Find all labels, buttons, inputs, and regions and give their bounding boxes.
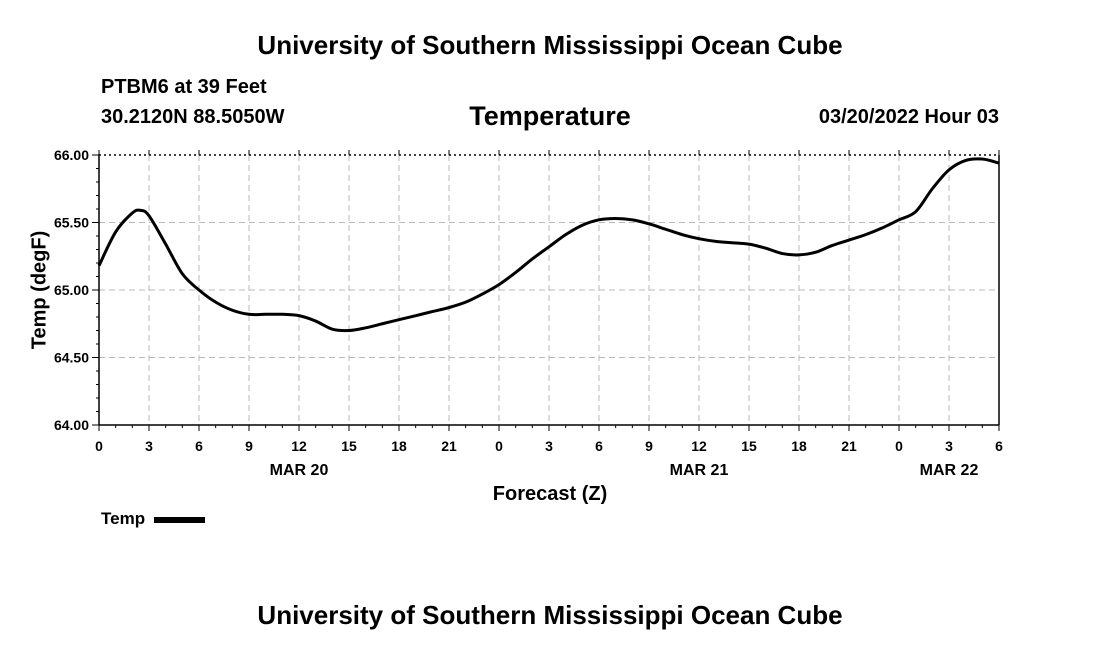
series-line-temp xyxy=(97,157,1000,333)
x-tick-label: 3 xyxy=(145,438,153,454)
x-axis-label: Forecast (Z) xyxy=(492,483,608,505)
x-tick-label: 9 xyxy=(645,438,653,454)
page-title: University of Southern Mississippi Ocean… xyxy=(257,30,843,60)
legend-swatch-temp xyxy=(154,517,206,523)
x-tick-label: 18 xyxy=(391,438,407,454)
date-label: MAR 21 xyxy=(670,462,729,479)
coordinates-label: 30.2120N 88.5050W xyxy=(101,106,285,128)
x-tick-label: 6 xyxy=(995,438,1003,454)
x-tick-label: 12 xyxy=(691,438,707,454)
x-tick-label: 6 xyxy=(195,438,203,454)
x-tick-label: 3 xyxy=(945,438,953,454)
series-layer xyxy=(97,157,1000,333)
x-tick-label: 9 xyxy=(245,438,253,454)
x-tick-label: 0 xyxy=(95,438,103,454)
chart-title-text: Temperature xyxy=(469,101,631,131)
x-tick-label: 15 xyxy=(741,438,757,454)
x-tick-label: 0 xyxy=(895,438,903,454)
y-tick-label: 66.00 xyxy=(54,147,89,163)
x-tick-label: 3 xyxy=(545,438,553,454)
x-tick-label: 18 xyxy=(791,438,807,454)
legend-label-temp: Temp xyxy=(101,509,146,528)
axes: 64.00 64.50 65.00 65.50 66.00 0 3 6 9 12 15 18 21 0 3 6… xyxy=(54,147,1003,479)
grid xyxy=(99,155,999,425)
station-label: PTBM6 at 39 Feet xyxy=(101,76,267,98)
chart-title: Temperature xyxy=(0,101,1100,132)
x-tick-label: 0 xyxy=(495,438,503,454)
y-tick-label: 65.50 xyxy=(54,215,89,231)
y-axis-label: Temp (degF) xyxy=(28,230,51,350)
x-tick-label: 21 xyxy=(841,438,857,454)
x-tick-label: 6 xyxy=(595,438,603,454)
x-tick-label: 12 xyxy=(291,438,307,454)
x-tick-label: 21 xyxy=(441,438,457,454)
footer-title: University of Southern Mississippi Ocean… xyxy=(257,600,843,630)
date-label: MAR 20 xyxy=(270,462,329,479)
y-tick-label: 64.50 xyxy=(54,350,89,366)
x-tick-label: 15 xyxy=(341,438,357,454)
legend: Temp xyxy=(101,509,206,529)
y-tick-label: 64.00 xyxy=(54,417,89,433)
y-tick-label: 65.00 xyxy=(54,282,89,298)
date-label: MAR 22 xyxy=(920,462,979,479)
datetime-label: 03/20/2022 Hour 03 xyxy=(818,106,999,128)
